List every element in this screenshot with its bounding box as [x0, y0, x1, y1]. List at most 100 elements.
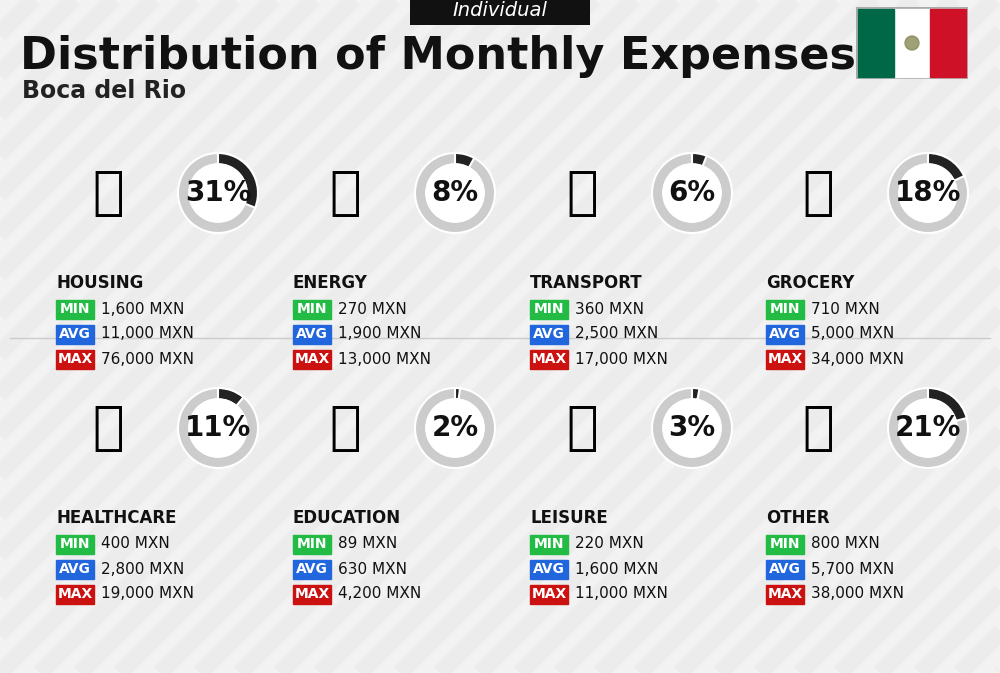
Wedge shape: [692, 388, 699, 400]
Bar: [56, 349, 94, 369]
Text: MAX: MAX: [767, 352, 803, 366]
Bar: [56, 559, 94, 579]
Bar: [930, 9, 966, 77]
Text: MIN: MIN: [770, 302, 800, 316]
Circle shape: [189, 399, 247, 457]
Bar: [56, 324, 94, 343]
Wedge shape: [652, 388, 732, 468]
Circle shape: [905, 36, 919, 50]
Text: 🏢: 🏢: [92, 167, 124, 219]
Text: 11,000 MXN: 11,000 MXN: [101, 326, 194, 341]
Text: 76,000 MXN: 76,000 MXN: [101, 351, 194, 367]
Wedge shape: [888, 388, 968, 468]
Text: Boca del Rio: Boca del Rio: [22, 79, 186, 103]
Bar: [56, 534, 94, 553]
Text: 360 MXN: 360 MXN: [575, 302, 644, 316]
Text: MIN: MIN: [534, 302, 564, 316]
Bar: [293, 534, 331, 553]
Text: Distribution of Monthly Expenses: Distribution of Monthly Expenses: [20, 34, 856, 77]
Bar: [766, 534, 804, 553]
Wedge shape: [218, 388, 243, 406]
Text: TRANSPORT: TRANSPORT: [530, 274, 643, 292]
Bar: [293, 349, 331, 369]
Text: MIN: MIN: [297, 537, 327, 551]
Wedge shape: [218, 153, 258, 208]
Wedge shape: [888, 153, 968, 233]
Text: HEALTHCARE: HEALTHCARE: [56, 509, 176, 527]
Text: 4,200 MXN: 4,200 MXN: [338, 586, 421, 602]
Text: MIN: MIN: [60, 302, 90, 316]
Text: 38,000 MXN: 38,000 MXN: [811, 586, 904, 602]
Bar: [530, 349, 568, 369]
Text: ENERGY: ENERGY: [293, 274, 368, 292]
Bar: [530, 584, 568, 604]
Text: 13,000 MXN: 13,000 MXN: [338, 351, 431, 367]
Text: HOUSING: HOUSING: [56, 274, 143, 292]
Text: 270 MXN: 270 MXN: [338, 302, 407, 316]
Bar: [766, 584, 804, 604]
Circle shape: [426, 164, 484, 222]
Bar: [530, 324, 568, 343]
Circle shape: [189, 164, 247, 222]
Circle shape: [899, 164, 957, 222]
Bar: [293, 584, 331, 604]
Circle shape: [899, 399, 957, 457]
Wedge shape: [455, 153, 474, 168]
Text: AVG: AVG: [533, 562, 565, 576]
Text: AVG: AVG: [769, 562, 801, 576]
Text: 5,000 MXN: 5,000 MXN: [811, 326, 894, 341]
Text: 2,500 MXN: 2,500 MXN: [575, 326, 658, 341]
Wedge shape: [178, 388, 258, 468]
Text: Individual: Individual: [453, 1, 547, 20]
Text: 6%: 6%: [668, 179, 716, 207]
Bar: [56, 584, 94, 604]
Text: 1,600 MXN: 1,600 MXN: [575, 561, 658, 577]
Circle shape: [663, 164, 721, 222]
Bar: [530, 299, 568, 318]
Text: 18%: 18%: [895, 179, 961, 207]
Wedge shape: [928, 153, 964, 181]
Text: 11,000 MXN: 11,000 MXN: [575, 586, 668, 602]
Text: 🚌: 🚌: [566, 167, 598, 219]
Text: LEISURE: LEISURE: [530, 509, 608, 527]
Text: 8%: 8%: [431, 179, 479, 207]
Text: 17,000 MXN: 17,000 MXN: [575, 351, 668, 367]
Text: 630 MXN: 630 MXN: [338, 561, 407, 577]
Circle shape: [426, 399, 484, 457]
Text: 220 MXN: 220 MXN: [575, 536, 644, 551]
Text: 💰: 💰: [802, 402, 834, 454]
Bar: [766, 559, 804, 579]
Text: MAX: MAX: [531, 352, 567, 366]
Circle shape: [663, 399, 721, 457]
Text: 3%: 3%: [668, 414, 716, 442]
Text: GROCERY: GROCERY: [766, 274, 854, 292]
Text: 710 MXN: 710 MXN: [811, 302, 880, 316]
Bar: [530, 559, 568, 579]
Text: 89 MXN: 89 MXN: [338, 536, 397, 551]
Bar: [766, 349, 804, 369]
Text: 400 MXN: 400 MXN: [101, 536, 170, 551]
Text: 🔌: 🔌: [329, 167, 361, 219]
Text: 31%: 31%: [185, 179, 251, 207]
Wedge shape: [415, 153, 495, 233]
Text: 34,000 MXN: 34,000 MXN: [811, 351, 904, 367]
FancyBboxPatch shape: [410, 0, 590, 25]
Text: OTHER: OTHER: [766, 509, 830, 527]
Text: MAX: MAX: [294, 352, 330, 366]
Wedge shape: [928, 388, 967, 421]
Text: AVG: AVG: [769, 327, 801, 341]
Bar: [293, 299, 331, 318]
Text: 🎓: 🎓: [329, 402, 361, 454]
Text: MIN: MIN: [534, 537, 564, 551]
Text: 800 MXN: 800 MXN: [811, 536, 880, 551]
Text: AVG: AVG: [59, 327, 91, 341]
Text: MIN: MIN: [770, 537, 800, 551]
Text: 11%: 11%: [185, 414, 251, 442]
Text: MIN: MIN: [60, 537, 90, 551]
Text: 🛒: 🛒: [802, 167, 834, 219]
Text: 19,000 MXN: 19,000 MXN: [101, 586, 194, 602]
Wedge shape: [692, 153, 707, 166]
Wedge shape: [455, 388, 460, 400]
Text: 🛍: 🛍: [566, 402, 598, 454]
Text: 2%: 2%: [431, 414, 479, 442]
